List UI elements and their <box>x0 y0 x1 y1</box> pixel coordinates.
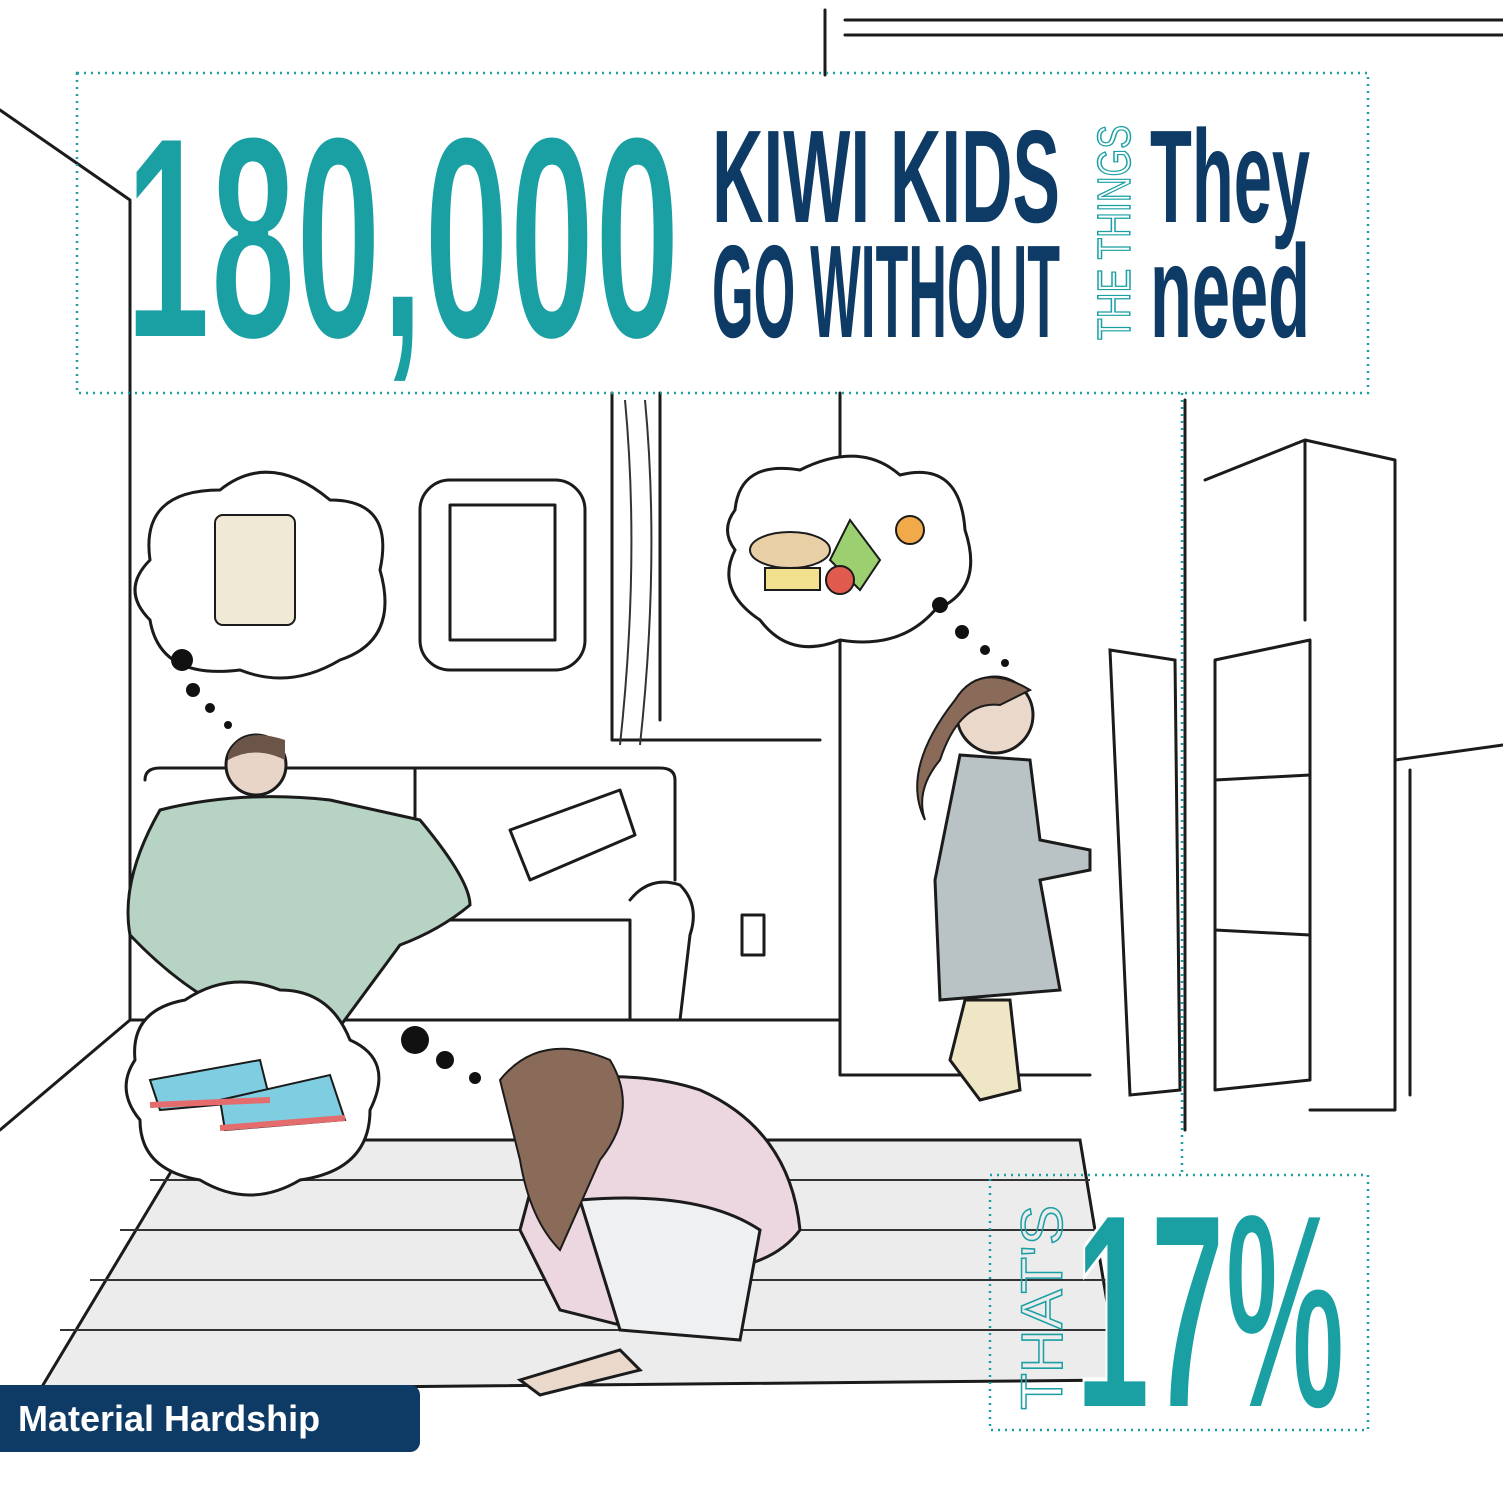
headline-middle: THE THINGS <box>1088 125 1140 340</box>
headline-line1: KIWI KIDS <box>712 103 1060 250</box>
tag-label: Material Hardship <box>18 1398 320 1439</box>
title-box <box>75 71 1370 395</box>
stat-value: 17% <box>1075 1156 1345 1468</box>
headline-word1: They <box>1150 103 1310 250</box>
headline-word2: need <box>1150 218 1310 365</box>
stat-prefix: THAT'S <box>1010 1205 1075 1410</box>
headline-number: 180,000 <box>125 76 680 400</box>
stat-box <box>988 1173 1370 1432</box>
tag-background <box>0 1385 420 1452</box>
headline-line2: GO WITHOUT <box>712 218 1060 365</box>
